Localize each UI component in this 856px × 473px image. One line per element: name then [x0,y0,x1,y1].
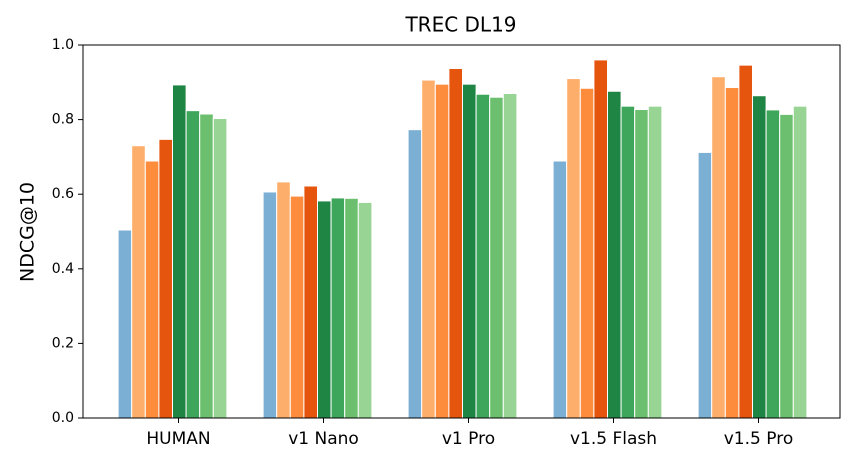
y-tick-label: 0.0 [52,410,74,426]
bar [697,151,713,419]
y-tick-label: 0.2 [52,335,74,351]
chart-title: TREC DL19 [404,13,516,37]
y-tick-label: 1.0 [52,37,74,53]
bar [117,229,133,419]
bar [421,79,436,419]
bar [779,113,794,419]
y-tick-label: 0.4 [52,261,74,277]
bar [607,90,622,419]
y-axis-label: NDCG@10 [17,182,39,282]
x-tick-label: v1.5 Flash [570,429,657,449]
bar [765,109,781,419]
bar [262,191,278,419]
bar [289,195,305,419]
bar [711,76,726,419]
bar [552,160,568,419]
bar [131,145,146,419]
bar [357,201,373,419]
bar [172,84,187,419]
bar [185,110,201,419]
bar [566,78,581,419]
plot-frame [82,44,841,419]
bar [434,83,450,419]
bar [724,87,740,419]
bar [475,93,491,419]
bar [212,117,228,419]
bar [489,96,504,419]
bar [647,105,663,419]
x-tick-label: v1.5 Pro [724,429,793,449]
bar [593,59,609,419]
bar [276,181,291,419]
bar [738,64,754,419]
bar [502,92,518,419]
bar [303,185,318,419]
y-tick-label: 0.6 [52,186,74,202]
bar [448,67,463,419]
bar [330,197,346,419]
x-tick-label: HUMAN [146,429,210,449]
x-tick-label: v1 Pro [442,429,495,449]
y-tick-label: 0.8 [52,112,74,128]
bar [199,113,214,419]
bar [144,160,160,419]
bar [344,197,359,419]
bar [792,105,808,419]
bar [579,87,595,419]
bar [634,109,649,419]
bar [462,83,477,419]
x-tick-label: v1 Nano [288,429,359,449]
bar [752,95,767,419]
bar [317,200,332,419]
bar [158,138,173,419]
bar [407,129,423,419]
bar [620,105,636,419]
